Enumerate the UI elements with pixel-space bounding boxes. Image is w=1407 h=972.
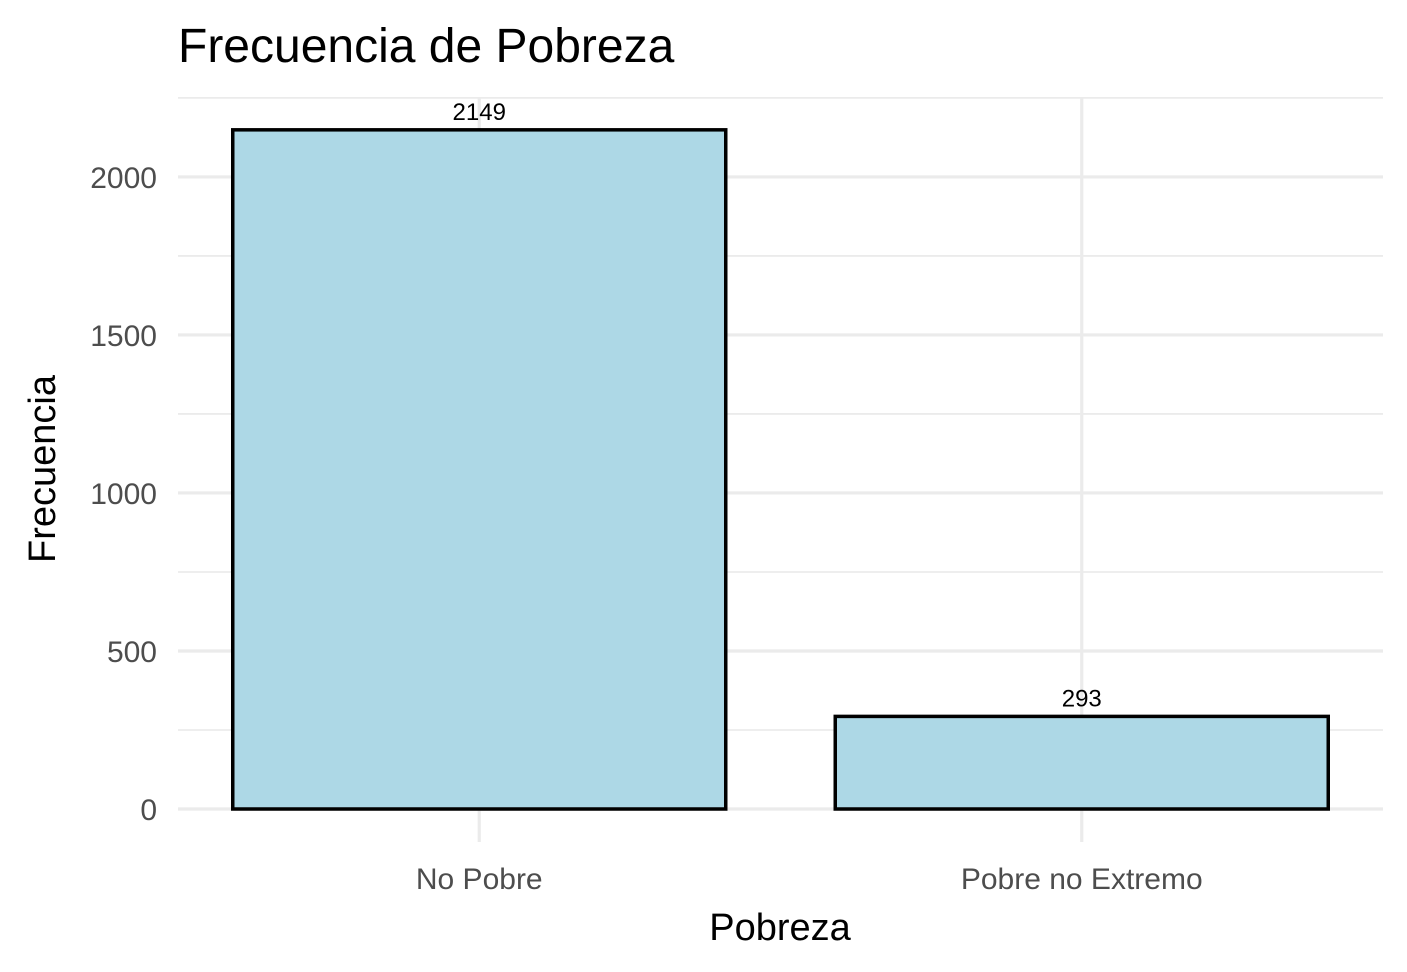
chart-title: Frecuencia de Pobreza (178, 20, 675, 73)
y-tick-label: 1000 (90, 478, 157, 511)
data-labels: 2149 293 (453, 99, 1102, 713)
x-axis-ticks: No Pobre Pobre no Extremo (416, 863, 1203, 896)
y-axis-ticks: 0 500 1000 1500 2000 (90, 162, 157, 827)
y-axis-title: Frecuencia (22, 374, 64, 563)
y-tick-label: 500 (107, 636, 157, 669)
data-label: 293 (1062, 685, 1102, 712)
x-tick-label: Pobre no Extremo (961, 863, 1203, 896)
bar-no-pobre (231, 128, 728, 811)
y-tick-label: 1500 (90, 320, 157, 353)
y-tick-label: 2000 (90, 162, 157, 195)
x-axis-title: Pobreza (709, 907, 851, 949)
bars (231, 128, 1330, 811)
bar-pobre-no-extremo (833, 714, 1330, 811)
y-tick-label: 0 (140, 794, 157, 827)
data-label: 2149 (453, 99, 506, 126)
x-tick-label: No Pobre (416, 863, 543, 896)
